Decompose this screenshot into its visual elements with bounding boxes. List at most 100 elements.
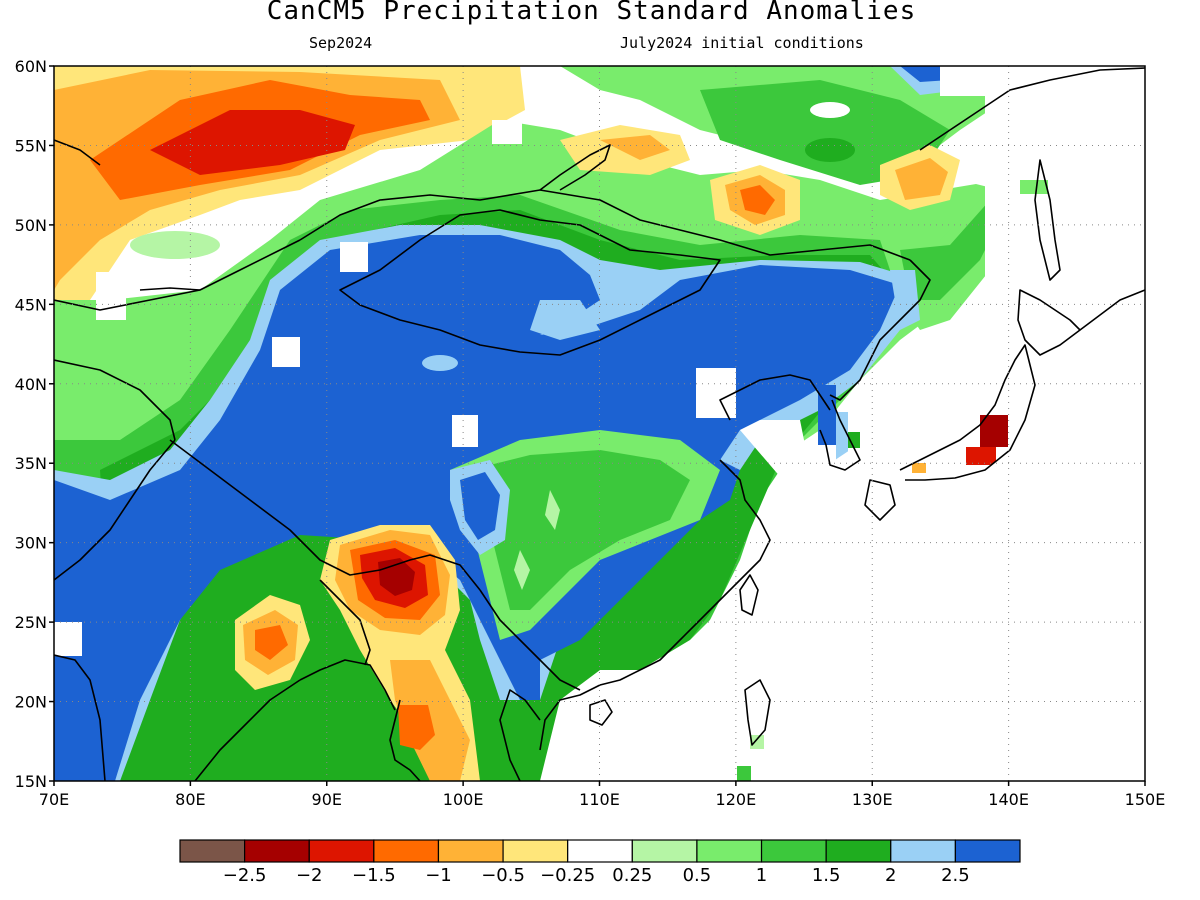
coastline-sakhalin [1034,159,1061,281]
coastline-india-east [194,679,301,781]
border-bangladesh [319,579,371,666]
lat-tick-label: 35N [15,454,47,473]
border-central-asia [54,359,176,441]
colorbar-label: 1 [756,865,767,886]
wet-streak-central-china-peak [514,490,560,590]
border-india [54,439,176,581]
colorbar-label: −1 [425,865,452,886]
nodata-ocean-east-top [960,66,1145,360]
coastline-taiwan [739,574,759,616]
colorbar-swatch [437,839,504,863]
colorbar-swatch [760,839,827,863]
coastline-okhotsk [919,67,1145,151]
wet-ring-mongolia [530,300,600,340]
colorbar-swatch [696,839,763,863]
coastline-china [539,459,771,751]
lat-tick-label: 55N [15,136,47,155]
nodata-box-7 [492,120,522,144]
coastline-japan-kyushu [864,479,896,521]
colorbar-swatch [373,839,440,863]
colorbar-swatch [567,839,633,863]
colorbar-swatch [308,839,375,863]
colorbar-label: 1.5 [812,865,841,886]
wet-pocket-amur-2 [805,138,855,162]
initial-conditions: July2024 initial conditions [620,34,864,52]
wet-cell-sakhalin [1020,180,1048,194]
border-russia-china [299,189,911,261]
dry-region-india-peak [255,625,288,660]
anomaly-field [54,66,1145,781]
coastline-india-west [54,654,106,781]
dry-spot-khabarovsk-core [895,158,948,200]
dry-cell-japan-east [980,415,1008,447]
lat-tick-label: 30N [15,534,47,553]
lon-tick-label: 70E [39,790,69,809]
wet-pocket-kazakhstan [130,231,220,259]
lat-tick-label: 25N [15,613,47,632]
coastline-hainan [589,699,613,726]
forecast-month: Sep2024 [309,34,373,52]
colorbar-swatch [825,839,892,863]
colorbar-swatch [631,839,698,863]
wet-cell-korea-3 [848,432,860,448]
dry-region-myanmar-core [398,705,435,750]
axes: 70E 80E 90E 100E 110E 120E 130E 140E 150E 15N 20N 2… [15,57,1166,809]
coastline-kurils [1079,289,1145,331]
lat-tick-label: 50N [15,216,47,235]
colorbar-swatch [954,839,1021,863]
lon-tick-label: 140E [988,790,1029,809]
lon-tick-label: 90E [312,790,342,809]
lat-tick-label: 20N [15,693,47,712]
nodata-ocean-east [540,360,1145,781]
nodata-box-6 [696,368,736,418]
coastline-lake-baikal [539,144,611,191]
coastline-myanmar [389,699,421,781]
coastline-ob-gulf [54,139,101,166]
lon-tick-label: 80E [175,790,205,809]
coastline-balkhash [139,287,201,291]
colorbar-label: −2.5 [223,865,267,886]
wet-pocket-sichuan-core [460,472,500,540]
border-southeast-asia [479,589,581,691]
colorbar-label: −1.5 [352,865,396,886]
colorbar-label: −2 [296,865,323,886]
wet-cluster-east [700,80,950,185]
wet-cell-philippines [750,735,764,749]
wet-region-northeast-strong [900,200,1010,300]
wet-cell-korea-2 [836,412,848,462]
nodata-box-5 [54,622,82,656]
colorbar-swatch [179,839,246,863]
coastline-korea-peninsula [819,399,861,471]
wet-cell-korea-1 [818,385,836,445]
lat-tick-label: 60N [15,57,47,76]
colorbar-swatch [244,839,310,863]
colorbar-label: 2 [885,865,896,886]
colorbar-label: −0.5 [481,865,525,886]
colorbar-label: −0.25 [540,865,595,886]
map-title: CanCM5 Precipitation Standard Anomalies [266,0,917,26]
border-himalaya [169,439,481,591]
coastline-japan-honshu [899,344,1036,481]
lon-tick-label: 120E [716,790,757,809]
colorbar-swatch [890,839,956,863]
lon-tick-label: 100E [443,790,484,809]
wet-blue-northeast [890,270,920,330]
lon-tick-label: 150E [1125,790,1166,809]
colorbar-swatch [502,839,569,863]
lat-tick-label: 15N [15,772,47,791]
dry-spot-lake-baikal-north-core [600,135,670,160]
lon-tick-label: 130E [852,790,893,809]
wet-pocket-amur [810,102,850,118]
wet-spot-gobi [422,355,458,371]
dry-spot-chita-peak [740,185,775,215]
wet-cell-taiwan [737,766,751,781]
nodata-box-4 [96,272,126,320]
colorbar-legend: −2.5 −2 −1.5 −1 −0.5 −0.25 0.25 0.5 1 1.5 2 2.5 [179,839,1021,886]
dry-cell-japan-south [966,447,996,465]
border-mongolia [339,209,721,356]
colorbar-label: 2.5 [941,865,970,886]
coastline-bohai [719,374,831,421]
nodata-box-2 [272,337,300,367]
colorbar-label: 0.25 [612,865,652,886]
